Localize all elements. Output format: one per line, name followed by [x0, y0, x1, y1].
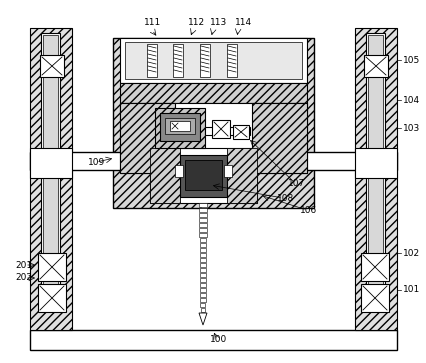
Bar	[199, 213, 206, 217]
Bar	[175, 165, 183, 177]
Bar	[38, 253, 66, 281]
Bar	[184, 160, 222, 190]
Bar	[200, 303, 205, 307]
Text: 108: 108	[276, 193, 294, 203]
Bar	[150, 148, 256, 203]
Bar	[199, 238, 206, 242]
Bar	[120, 103, 306, 173]
Bar	[30, 330, 396, 350]
Bar	[291, 152, 396, 170]
Bar	[199, 223, 206, 227]
Bar	[204, 127, 249, 135]
Bar	[170, 121, 190, 131]
Polygon shape	[199, 313, 207, 325]
Bar	[113, 38, 313, 208]
Bar	[251, 103, 306, 173]
Bar	[199, 203, 207, 207]
Bar	[354, 28, 396, 330]
Bar	[120, 103, 175, 173]
Bar	[354, 148, 396, 178]
Text: 103: 103	[402, 123, 419, 132]
Text: 109: 109	[88, 158, 105, 167]
Bar	[211, 120, 230, 138]
Bar	[233, 125, 248, 139]
Text: 100: 100	[210, 335, 227, 344]
Text: 106: 106	[299, 205, 317, 215]
Bar	[360, 284, 388, 312]
Text: 104: 104	[402, 95, 419, 105]
Bar	[155, 108, 204, 148]
Bar	[199, 44, 210, 77]
Bar	[120, 38, 306, 83]
Bar	[160, 113, 199, 141]
Text: 202: 202	[15, 273, 32, 282]
Bar	[360, 253, 388, 281]
Bar	[200, 278, 205, 282]
Bar	[199, 248, 206, 252]
Bar	[38, 284, 66, 312]
Bar	[199, 233, 206, 237]
Bar	[199, 258, 206, 262]
Bar	[30, 152, 135, 170]
Bar	[200, 298, 205, 302]
Bar	[200, 308, 205, 312]
Bar	[173, 44, 183, 77]
Bar	[224, 165, 231, 177]
Bar	[43, 35, 58, 305]
Bar	[199, 228, 206, 232]
Text: 101: 101	[402, 286, 419, 294]
Bar	[120, 83, 306, 103]
Bar	[200, 273, 205, 277]
Bar	[199, 263, 206, 267]
Text: 114: 114	[234, 17, 251, 26]
Bar	[30, 148, 72, 178]
Text: 111: 111	[144, 17, 161, 26]
Bar	[367, 35, 382, 305]
Bar	[227, 44, 236, 77]
Text: 201: 201	[15, 261, 32, 269]
Bar	[147, 44, 157, 77]
Bar	[199, 218, 206, 222]
Bar	[365, 33, 384, 308]
Bar	[199, 268, 205, 272]
Bar	[363, 55, 387, 77]
Text: 102: 102	[402, 249, 419, 257]
Bar	[199, 253, 206, 257]
Bar	[180, 155, 227, 197]
Bar	[41, 33, 60, 308]
Bar	[125, 42, 301, 79]
Text: 112: 112	[187, 17, 204, 26]
Text: 113: 113	[210, 17, 227, 26]
Bar	[30, 28, 72, 330]
Bar	[200, 293, 205, 297]
Bar	[200, 288, 205, 292]
Text: 105: 105	[402, 56, 419, 65]
Bar	[227, 148, 256, 203]
Bar	[150, 148, 180, 203]
Bar	[164, 118, 195, 134]
Bar	[200, 283, 205, 287]
Bar	[40, 55, 64, 77]
Text: 107: 107	[287, 179, 305, 188]
Bar	[199, 208, 207, 212]
Bar	[199, 243, 206, 247]
